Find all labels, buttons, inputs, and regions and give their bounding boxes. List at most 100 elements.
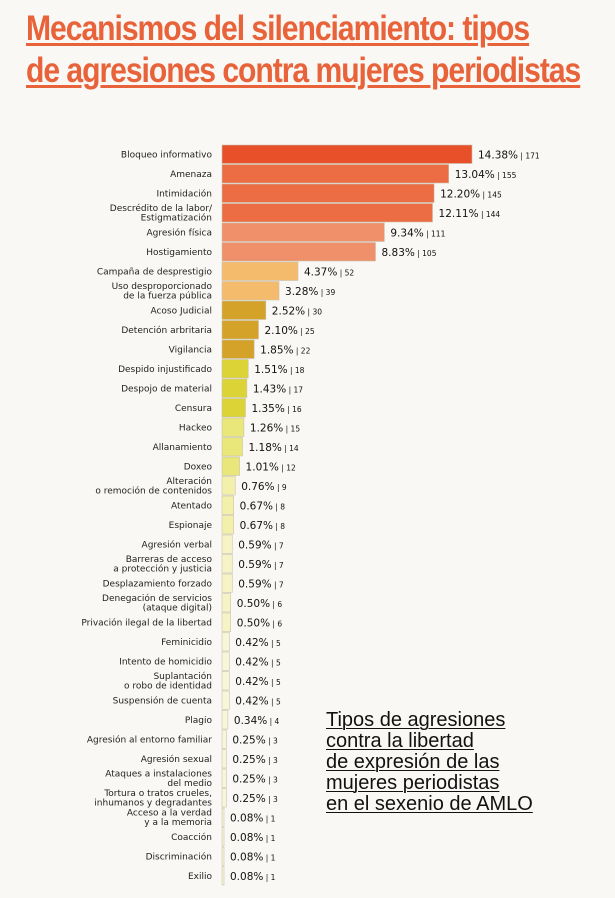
bar — [221, 710, 229, 730]
category-label: Campaña de desprestigio — [97, 267, 213, 277]
bar — [221, 476, 236, 496]
category-label: Acceso a la verdad y a la memoria — [127, 809, 212, 829]
category-label: Agresión al entorno familiar — [87, 734, 212, 745]
bar — [221, 515, 234, 535]
bar — [221, 339, 255, 359]
bar — [221, 203, 433, 223]
value-label: 1.18% | 14 — [249, 442, 299, 454]
category-label: Atentado — [171, 501, 213, 511]
category-label: Suplantación o robo de identidad — [124, 671, 212, 692]
bar — [221, 768, 227, 788]
category-label: Agresión verbal — [142, 539, 212, 550]
value-label: 0.25% | 3 — [232, 754, 278, 766]
value-label: 1.26% | 15 — [250, 422, 300, 434]
bar — [221, 183, 435, 203]
category-label: Alteración o remoción de contenidos — [95, 476, 212, 497]
bar — [221, 320, 259, 340]
value-label: 0.59% | 7 — [238, 539, 284, 551]
bar — [221, 378, 248, 398]
category-label: Discriminación — [146, 851, 212, 862]
value-label: 9.34% | 111 — [390, 227, 445, 239]
category-label: Coacción — [171, 832, 212, 843]
value-label: 3.28% | 39 — [285, 286, 335, 298]
category-label: Doxeo — [184, 462, 213, 472]
bar — [221, 456, 240, 476]
category-label: Despido injustificado — [118, 365, 212, 375]
bar — [221, 612, 231, 632]
bar — [221, 827, 225, 847]
value-label: 1.51% | 18 — [254, 364, 304, 376]
bar — [221, 573, 233, 593]
value-label: 0.25% | 3 — [232, 793, 278, 805]
bar — [221, 807, 225, 827]
category-label: Vigilancia — [169, 345, 212, 355]
category-label: Suspensión de cuenta — [113, 695, 212, 706]
value-label: 1.01% | 12 — [246, 461, 296, 473]
value-label: 0.42% | 5 — [235, 637, 281, 649]
bar — [221, 281, 280, 301]
value-label: 8.83% | 105 — [382, 247, 437, 259]
bar — [221, 690, 230, 710]
bar — [221, 261, 299, 281]
bar — [221, 749, 227, 769]
value-label: 0.08% | 1 — [230, 871, 276, 883]
category-label: Amenaza — [170, 170, 212, 180]
value-label: 0.67% | 8 — [240, 520, 286, 532]
chart-title-line-1: Mecanismos del silenciamiento: tipos — [26, 9, 530, 48]
bar — [221, 651, 230, 671]
value-label: 0.08% | 1 — [230, 832, 276, 844]
bar — [221, 164, 450, 184]
value-label: 0.67% | 8 — [240, 500, 286, 512]
bar — [221, 495, 234, 515]
category-label: Acoso Judicial — [150, 306, 212, 316]
bar — [221, 554, 233, 574]
category-label: Feminicidio — [161, 638, 212, 648]
category-label: Tortura o tratos crueles, inhumanos y deg… — [94, 789, 212, 809]
category-label: Exilio — [188, 872, 213, 882]
value-label: 0.42% | 5 — [235, 676, 281, 688]
value-label: 4.37% | 52 — [304, 266, 354, 278]
bar — [221, 144, 473, 164]
category-label: Allanamiento — [153, 443, 213, 453]
category-label: Agresión física — [147, 227, 213, 238]
value-label: 13.04% | 155 — [455, 169, 517, 181]
bar — [221, 417, 245, 437]
category-label: Privación ilegal de la libertad — [81, 617, 212, 628]
value-label: 12.20% | 145 — [440, 188, 502, 200]
category-label: Censura — [175, 404, 212, 414]
category-label: Espionaje — [169, 521, 213, 531]
category-label: Desplazamiento forzado — [103, 579, 213, 589]
bar — [221, 632, 230, 652]
value-label: 2.52% | 30 — [272, 305, 322, 317]
bar — [221, 242, 376, 262]
value-label: 0.59% | 7 — [238, 559, 284, 571]
value-label: 12.11% | 144 — [439, 208, 501, 220]
value-label: 0.08% | 1 — [230, 812, 276, 824]
value-label: 0.42% | 5 — [235, 656, 281, 668]
bar — [221, 788, 227, 808]
value-label: 0.42% | 5 — [235, 695, 281, 707]
bar — [221, 398, 246, 418]
bar — [221, 866, 225, 886]
category-label: Descrédito de la labor/Estigmatización — [110, 203, 213, 224]
category-label: Despojo de material — [121, 384, 212, 394]
value-label: 0.76% | 9 — [241, 481, 287, 493]
category-label: Hackeo — [179, 423, 213, 433]
bar — [221, 593, 231, 613]
value-label: 0.34% | 4 — [234, 715, 280, 727]
chart-title: Mecanismos del silenciamiento: tipos de … — [26, 8, 581, 92]
category-label: Uso desproporcionado de la fuerza pública — [112, 282, 213, 302]
bar — [221, 359, 249, 379]
value-label: 0.50% | 6 — [237, 598, 283, 610]
category-label: Bloqueo informativo — [121, 150, 213, 160]
bar — [221, 222, 385, 242]
value-label: 0.59% | 7 — [238, 578, 284, 590]
category-label: Intento de homicidio — [119, 657, 212, 667]
chart-title-line-2: de agresiones contra mujeres periodistas — [26, 51, 581, 90]
category-label: Intimidación — [156, 188, 212, 199]
value-label: 1.43% | 17 — [253, 383, 303, 395]
value-label: 1.85% | 22 — [260, 344, 310, 356]
bar — [221, 729, 227, 749]
category-label: Denegación de servicios (ataque digital) — [102, 593, 212, 614]
